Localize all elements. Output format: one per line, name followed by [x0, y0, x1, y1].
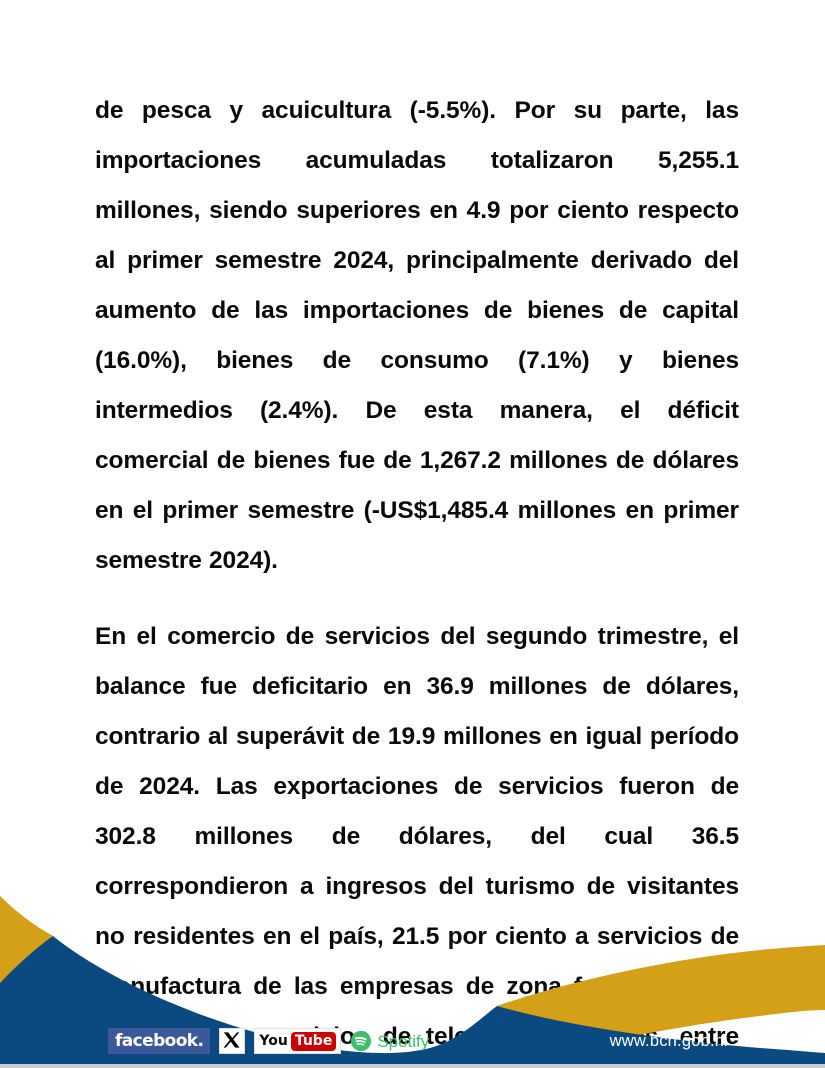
facebook-wordmark: facebook. — [115, 1030, 204, 1051]
spotify-icon — [351, 1030, 372, 1052]
website-url[interactable]: www.bcn.gob.ni — [609, 1032, 728, 1050]
document-body: de pesca y acuicultura (-5.5%). Por su p… — [95, 86, 739, 1068]
youtube-link[interactable]: You Tube — [254, 1028, 342, 1054]
x-icon — [223, 1032, 240, 1048]
footer-baseline-strip — [0, 1064, 825, 1068]
social-media-links: facebook. You Tube Spotify — [108, 1026, 429, 1056]
facebook-link[interactable]: facebook. — [108, 1028, 211, 1054]
paragraph-1: de pesca y acuicultura (-5.5%). Por su p… — [95, 97, 739, 574]
gold-left-band — [0, 896, 53, 983]
x-link[interactable] — [219, 1028, 246, 1054]
spotify-wordmark: Spotify — [377, 1031, 430, 1051]
gold-wave-shape — [0, 896, 825, 1068]
youtube-wordmark-tube: Tube — [290, 1031, 337, 1051]
youtube-wordmark-you: You — [259, 1033, 288, 1049]
spotify-link[interactable]: Spotify — [350, 1028, 429, 1054]
